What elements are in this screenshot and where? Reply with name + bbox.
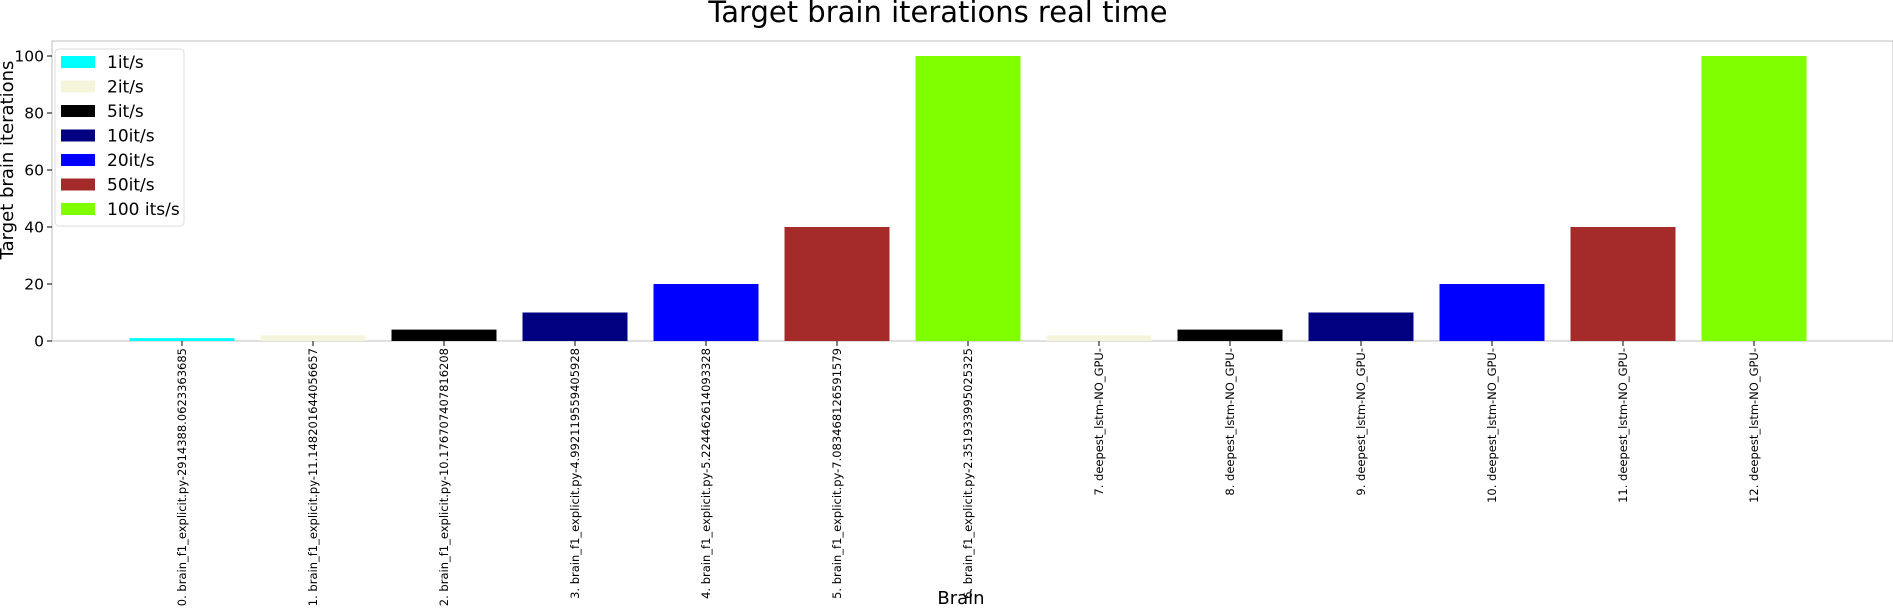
y-tick-label-100: 100 xyxy=(14,48,44,66)
legend-label-5: 50it/s xyxy=(107,176,155,196)
x-tick-label-8: 8. deepest_lstm-NO_GPU- xyxy=(1223,348,1237,496)
bar-12 xyxy=(1701,56,1807,341)
y-axis-ticks: 0 20 40 60 80 100 xyxy=(14,48,52,351)
x-tick-label-0: 0. brain_f1_explicit.py-2914388.06233636… xyxy=(175,348,189,606)
x-tick-label-1: 1. brain_f1_explicit.py-11.1482016440566… xyxy=(306,348,320,606)
y-tick-label-0: 0 xyxy=(34,333,44,351)
bar-1 xyxy=(260,335,366,341)
bar-5 xyxy=(784,227,890,341)
chart-title: Target brain iterations real time xyxy=(707,0,1167,29)
legend-swatch-5 xyxy=(61,178,95,191)
bar-6 xyxy=(915,56,1021,341)
legend-swatch-0 xyxy=(61,56,95,68)
x-tick-label-9: 9. deepest_lstm-NO_GPU- xyxy=(1354,348,1368,496)
bar-3 xyxy=(522,312,628,341)
x-axis-ticks: 0. brain_f1_explicit.py-2914388.06233636… xyxy=(175,341,1761,606)
y-axis-label: Target brain iterations xyxy=(0,61,18,261)
legend-swatch-2 xyxy=(61,105,95,117)
bar-4 xyxy=(653,284,759,341)
x-tick-label-12: 12. deepest_lstm-NO_GPU- xyxy=(1747,348,1761,503)
bar-7 xyxy=(1046,335,1152,341)
legend-label-2: 5it/s xyxy=(107,102,144,122)
bar-2 xyxy=(391,329,497,341)
y-tick-label-20: 20 xyxy=(24,276,44,294)
x-tick-label-5: 5. brain_f1_explicit.py-7.08346812659157… xyxy=(830,348,844,599)
x-axis-label: Brain xyxy=(937,588,984,608)
bar-8 xyxy=(1177,329,1283,341)
legend-swatch-1 xyxy=(61,80,95,93)
legend-label-3: 10it/s xyxy=(107,127,155,147)
bar-11 xyxy=(1570,227,1676,341)
x-tick-label-6: 6. brain_f1_explicit.py-2.35193399502532… xyxy=(961,348,975,599)
legend-label-6: 100 its/s xyxy=(107,200,180,220)
legend-label-1: 2it/s xyxy=(107,78,144,98)
legend-swatch-3 xyxy=(61,129,95,142)
legend-swatch-6 xyxy=(61,203,95,215)
x-tick-label-2: 2. brain_f1_explicit.py-10.1767074078162… xyxy=(437,348,451,606)
legend-label-0: 1it/s xyxy=(107,53,144,73)
bar-9 xyxy=(1308,312,1414,341)
x-tick-label-10: 10. deepest_lstm-NO_GPU- xyxy=(1485,348,1499,503)
legend-swatch-4 xyxy=(61,154,95,166)
x-tick-label-3: 3. brain_f1_explicit.py-4.99211955940592… xyxy=(568,348,582,599)
bar-0 xyxy=(129,338,235,341)
legend-label-4: 20it/s xyxy=(107,151,155,171)
bar-10 xyxy=(1439,284,1545,341)
legend: 1it/s 2it/s 5it/s 10it/s 20it/s 50it/s 100 its… xyxy=(54,48,185,227)
x-tick-label-4: 4. brain_f1_explicit.py-5.22446261409332… xyxy=(699,348,713,599)
x-tick-label-7: 7. deepest_lstm-NO_GPU- xyxy=(1092,348,1106,496)
bars-group xyxy=(129,56,1807,341)
y-tick-label-40: 40 xyxy=(24,219,44,237)
y-tick-label-60: 60 xyxy=(24,162,44,180)
x-tick-label-11: 11. deepest_lstm-NO_GPU- xyxy=(1616,348,1630,503)
y-tick-label-80: 80 xyxy=(24,105,44,123)
